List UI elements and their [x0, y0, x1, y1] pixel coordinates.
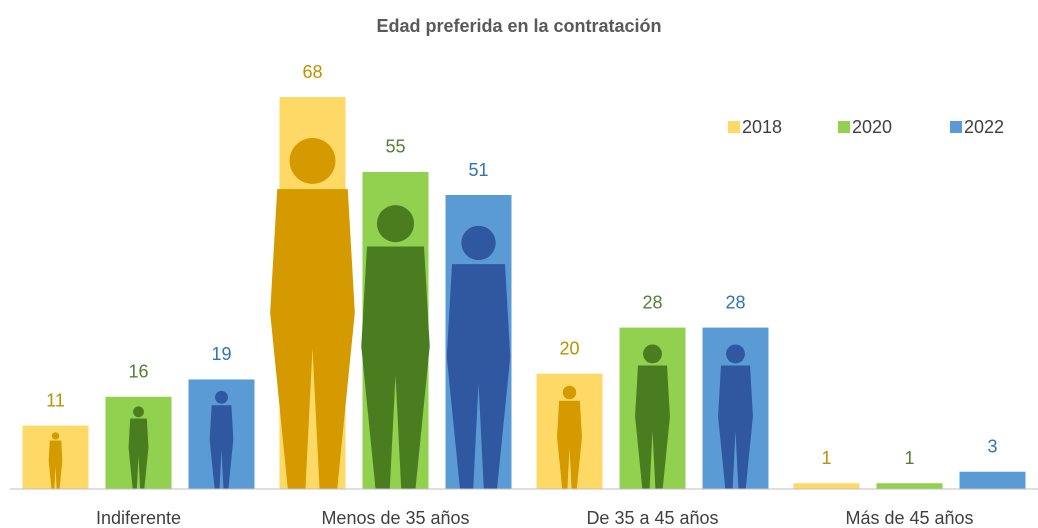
silhouette-head: [377, 205, 414, 242]
silhouette-head: [290, 138, 336, 184]
silhouette-head: [643, 344, 662, 363]
legend-label: 2018: [742, 117, 782, 137]
silhouette-head: [726, 344, 745, 363]
chart: Edad preferida en la contratación Indife…: [0, 0, 1038, 528]
silhouette-head: [133, 406, 144, 417]
silhouette-head: [563, 386, 576, 399]
silhouette-head: [215, 391, 228, 404]
legend-swatch: [838, 121, 850, 133]
value-label: 1: [904, 448, 914, 468]
silhouette-head: [52, 432, 59, 439]
value-label: 28: [725, 292, 745, 312]
value-label: 3: [987, 436, 997, 456]
x-tick-label: Menos de 35 años: [321, 508, 469, 528]
value-label: 19: [211, 344, 231, 364]
value-label: 28: [642, 292, 662, 312]
value-label: 11: [46, 390, 65, 410]
legend-label: 2020: [852, 117, 892, 137]
legend-swatch: [728, 121, 740, 133]
silhouette-head: [461, 226, 495, 260]
value-label: 20: [559, 338, 579, 358]
chart-title: Edad preferida en la contratación: [376, 16, 661, 36]
x-tick-label: Indiferente: [96, 508, 181, 528]
x-tick-label: Más de 45 años: [845, 508, 973, 528]
value-label: 68: [302, 62, 322, 82]
value-label: 51: [468, 160, 488, 180]
value-label: 55: [385, 137, 405, 157]
bar: [794, 483, 860, 489]
value-label: 1: [821, 448, 831, 468]
bar: [960, 472, 1026, 489]
legend-label: 2022: [964, 117, 1004, 137]
legend-swatch: [950, 121, 962, 133]
x-tick-label: De 35 a 45 años: [586, 508, 718, 528]
bar: [877, 483, 943, 489]
value-label: 16: [128, 362, 148, 382]
